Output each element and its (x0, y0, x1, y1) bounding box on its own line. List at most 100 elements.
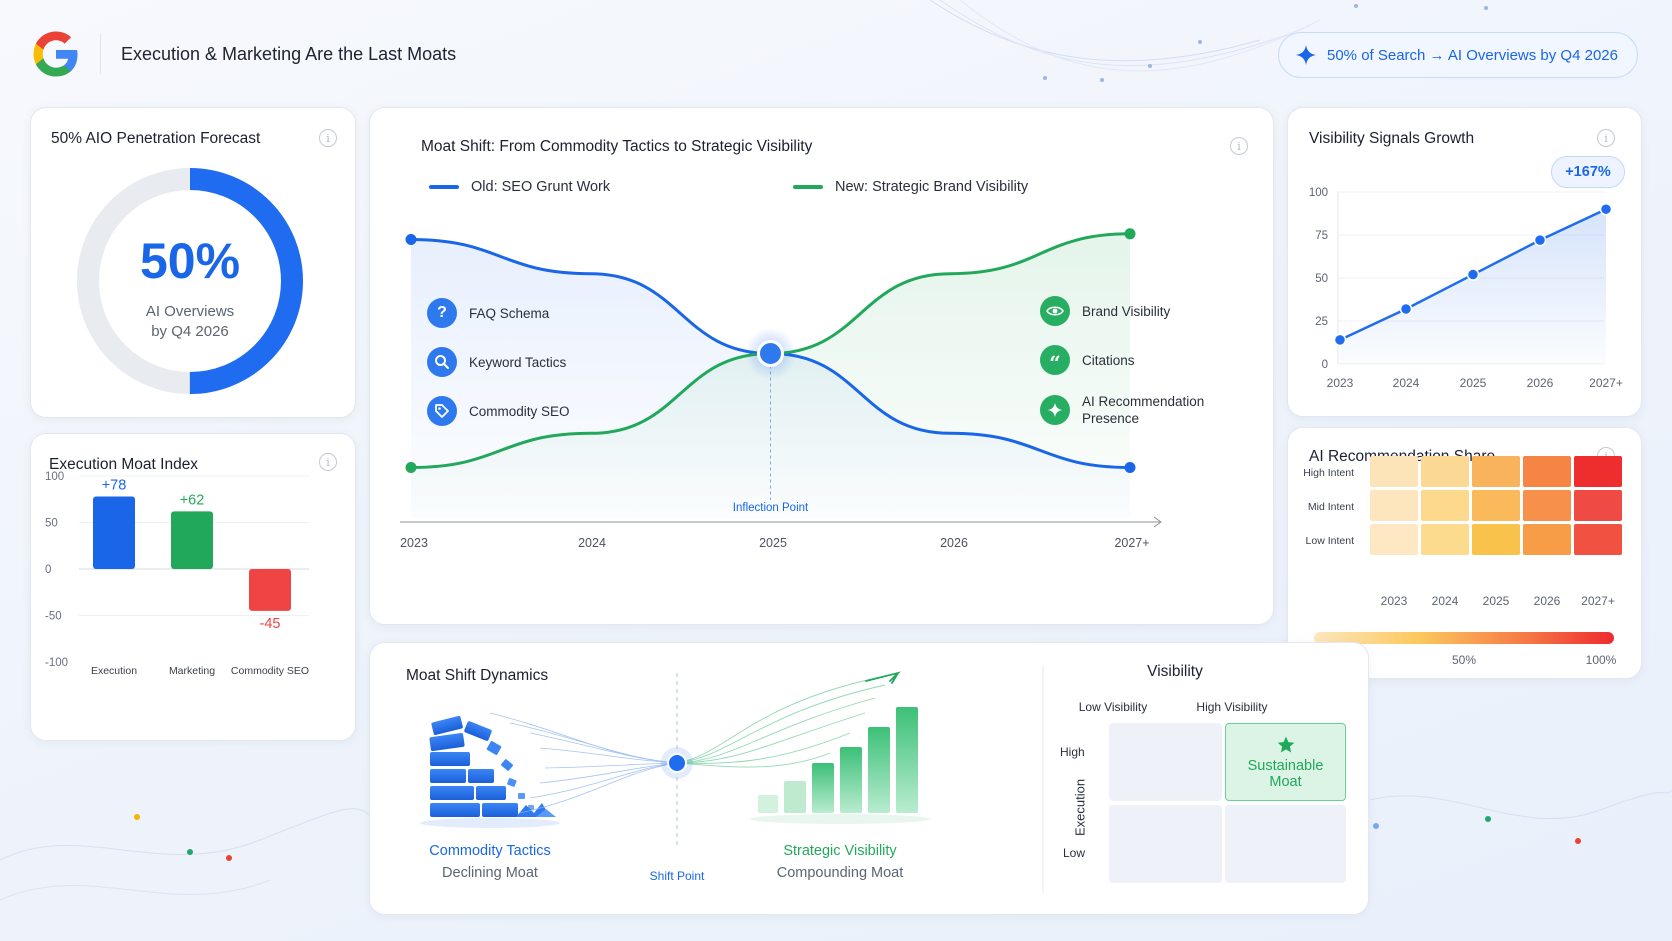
heatmap-row-label: Low Intent (1306, 535, 1355, 547)
right-item-citations: “ Citations (1040, 345, 1135, 375)
right-caption-sub: Compounding Moat (776, 865, 904, 881)
heatmap-cell (1370, 456, 1418, 487)
signals-point (1599, 202, 1613, 216)
legend-new-swatch (793, 185, 823, 189)
matrix-cell-low-high (1225, 805, 1346, 883)
right-item-label-line2: Presence (1082, 411, 1140, 426)
y-tick-label: 50 (45, 518, 58, 530)
legend-new-label: New: Strategic Brand Visibility (835, 179, 1029, 195)
eye-icon (1040, 296, 1070, 326)
y-tick-label: 100 (45, 471, 64, 483)
matrix-axis-label: Execution (1072, 778, 1088, 837)
heatmap-scale-label: 50% (1452, 653, 1476, 667)
right-item-label: AI Recommendation Presence (1082, 393, 1204, 427)
left-item-label: Commodity SEO (469, 403, 570, 419)
heatmap-row-label: Mid Intent (1308, 501, 1354, 513)
heatmap-cell (1472, 490, 1520, 521)
y-tick-label: -50 (45, 611, 62, 623)
right-item-brand: Brand Visibility (1040, 296, 1170, 326)
signals-point (1399, 302, 1413, 316)
signals-title: Visibility Signals Growth (1309, 130, 1475, 147)
right-item-label-line1: AI Recommendation (1082, 394, 1205, 409)
heatmap-cell (1421, 524, 1469, 555)
heatmap-row-label: High Intent (1303, 467, 1354, 479)
matrix-row-high: High (1060, 745, 1085, 759)
forecast-pill[interactable]: 50% of Search → AI Overviews by Q4 2026 (1278, 32, 1638, 78)
y-tick-label: 0 (45, 564, 51, 576)
question-icon: ? (427, 298, 457, 328)
info-icon[interactable]: i (1230, 137, 1248, 155)
moat-shift-title: Moat Shift: From Commodity Tactics to St… (421, 138, 813, 155)
right-caption-title: Strategic Visibility (783, 843, 897, 859)
info-icon[interactable]: i (319, 129, 337, 147)
execution-index-title: Execution Moat Index (49, 456, 199, 473)
x-tick-label: 2026 (1527, 376, 1554, 390)
header: Execution & Marketing Are the Last Moats (30, 24, 456, 84)
flow-lines (489, 712, 678, 814)
matrix-row-low: Low (1063, 846, 1086, 860)
old-series-end-point (1124, 462, 1136, 473)
heatmap-col-label: 2025 (1483, 594, 1510, 608)
growth-badge: +167% (1551, 156, 1625, 188)
matrix-cell-low-low (1109, 805, 1222, 883)
heatmap-cell (1574, 456, 1622, 487)
heatmap-cell (1472, 524, 1520, 555)
right-item-label: Citations (1082, 352, 1135, 368)
y-tick-label: 50 (1315, 273, 1328, 285)
x-tick-label: 2026 (940, 536, 968, 550)
x-tick-label: 2024 (1393, 376, 1420, 390)
header-divider (100, 34, 101, 74)
y-tick-label: 25 (1315, 316, 1328, 328)
sparkle-icon (1296, 45, 1316, 65)
bar-value-label: +62 (180, 492, 205, 508)
signals-card: Visibility Signals Growth i +167% 100 75 5… (1287, 107, 1642, 417)
heatmap-cell (1574, 524, 1622, 555)
heatmap-scale-label: 100% (1586, 653, 1617, 667)
bar (249, 569, 291, 611)
left-item-keyword: Keyword Tactics (427, 347, 566, 377)
left-item-faq: ? FAQ Schema (427, 298, 549, 328)
x-tick-label: 2025 (1460, 376, 1487, 390)
legend-old: Old: SEO Grunt Work (429, 179, 610, 195)
heatmap-cell (1574, 490, 1622, 521)
x-tick-label: Execution (91, 665, 137, 677)
right-item-ai-recommendation: AI Recommendation Presence (1040, 393, 1204, 427)
inflection-label: Inflection Point (733, 502, 809, 514)
legend-old-swatch (429, 185, 459, 189)
y-tick-label: 100 (1309, 187, 1328, 199)
signals-point (1466, 268, 1480, 281)
inflection-point (757, 340, 784, 367)
moat-shift-card: Moat Shift: From Commodity Tactics to St… (369, 107, 1274, 625)
donut-chart (77, 168, 303, 394)
donut-card: 50% AIO Penetration Forecast i 50% AI Ov… (30, 107, 356, 418)
flow-lines-green (676, 674, 891, 768)
forecast-pill-text: 50% of Search → AI Overviews by Q4 2026 (1327, 46, 1618, 64)
legend-new: New: Strategic Brand Visibility (793, 179, 1028, 195)
x-tick-label: 2027+ (1114, 536, 1149, 550)
growth-arrow (865, 671, 901, 684)
right-item-label: Brand Visibility (1082, 303, 1171, 319)
tag-icon (427, 396, 457, 426)
old-series-start-point (405, 234, 417, 245)
left-caption-sub: Declining Moat (442, 865, 538, 881)
matrix-cell-sustainable-moat[interactable]: Sustainable Moat (1225, 723, 1346, 801)
y-tick-label: 75 (1315, 230, 1328, 242)
donut-caption-line2: by Q4 2026 (151, 323, 229, 340)
signals-point (1333, 333, 1347, 347)
bar-value-label: -45 (260, 616, 281, 632)
x-tick-label: 2023 (1327, 376, 1354, 390)
left-item-label: Keyword Tactics (469, 354, 567, 370)
heatmap-cell (1523, 524, 1571, 555)
heatmap-col-label: 2023 (1381, 594, 1408, 608)
left-caption-title: Commodity Tactics (429, 843, 551, 859)
heatmap-cell (1370, 490, 1418, 521)
signals-area (1340, 209, 1606, 364)
info-icon[interactable]: i (319, 453, 337, 471)
matrix-col-high: High Visibility (1196, 700, 1268, 714)
signals-line-chart: 100 75 50 25 0 2023 2024 2025 2026 2027+ (1309, 187, 1623, 390)
matrix-col-low: Low Visibility (1078, 700, 1148, 714)
info-icon[interactable]: i (1597, 129, 1615, 147)
legend-old-label: Old: SEO Grunt Work (471, 179, 611, 195)
moat-shift-line-chart: 2023 2024 2025 2026 2027+ Inflection Point (400, 228, 1162, 550)
x-tick-label: 2025 (759, 536, 787, 550)
